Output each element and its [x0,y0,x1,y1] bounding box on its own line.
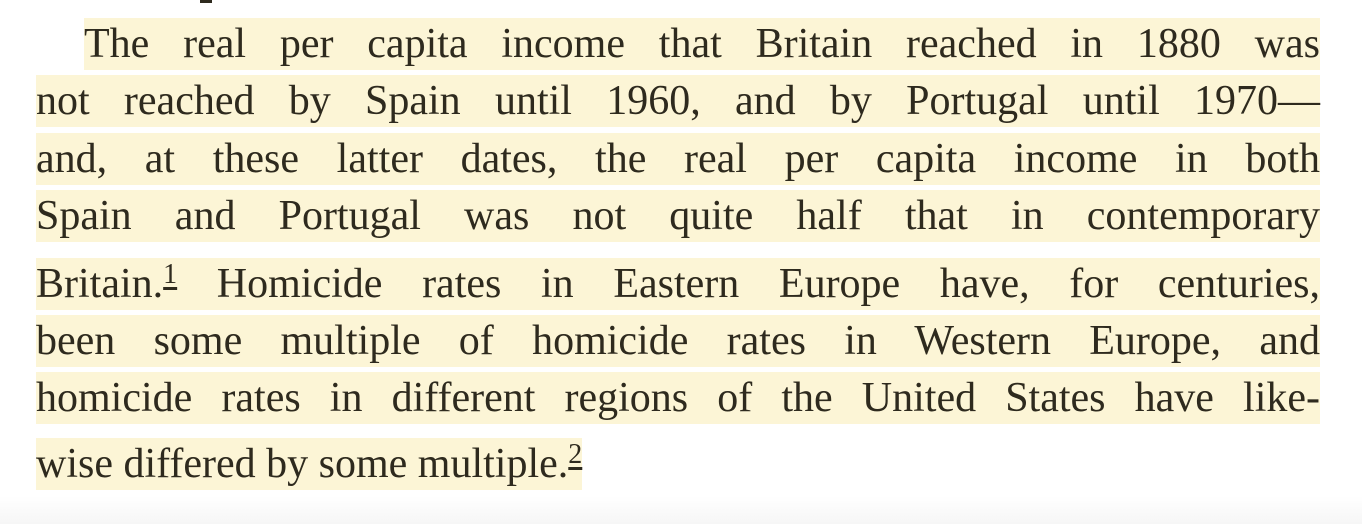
footnote-link-2[interactable]: 2 [568,439,583,470]
footnote-link-1[interactable]: 1 [163,259,178,290]
passage-line-4[interactable]: Spain and Portugal was not quite half th… [36,190,1320,242]
passage-line-5[interactable]: Britain.1 Homicide rates in Eastern Euro… [36,258,1320,310]
page-bottom-edge [0,496,1362,524]
passage-line-2[interactable]: not reached by Spain until 1960, and by … [36,75,1320,127]
passage-line-3[interactable]: and, at these latter dates, the real per… [36,133,1320,185]
passage-text: Britain. [36,261,164,307]
passage-line-1[interactable]: The real per capita income that Britain … [84,18,1320,70]
passage-line-6[interactable]: been some multiple of homicide rates in … [36,315,1320,367]
passage-line-7[interactable]: homicide rates in different regions of t… [36,372,1320,424]
passage-text: Homicide rates in Eastern Europe have, f… [177,261,1320,307]
passage-line-8[interactable]: wise differed by some multiple.2 [36,438,583,490]
passage-text: wise differed by some multiple. [36,441,569,487]
previous-footnote-underline [200,0,212,3]
